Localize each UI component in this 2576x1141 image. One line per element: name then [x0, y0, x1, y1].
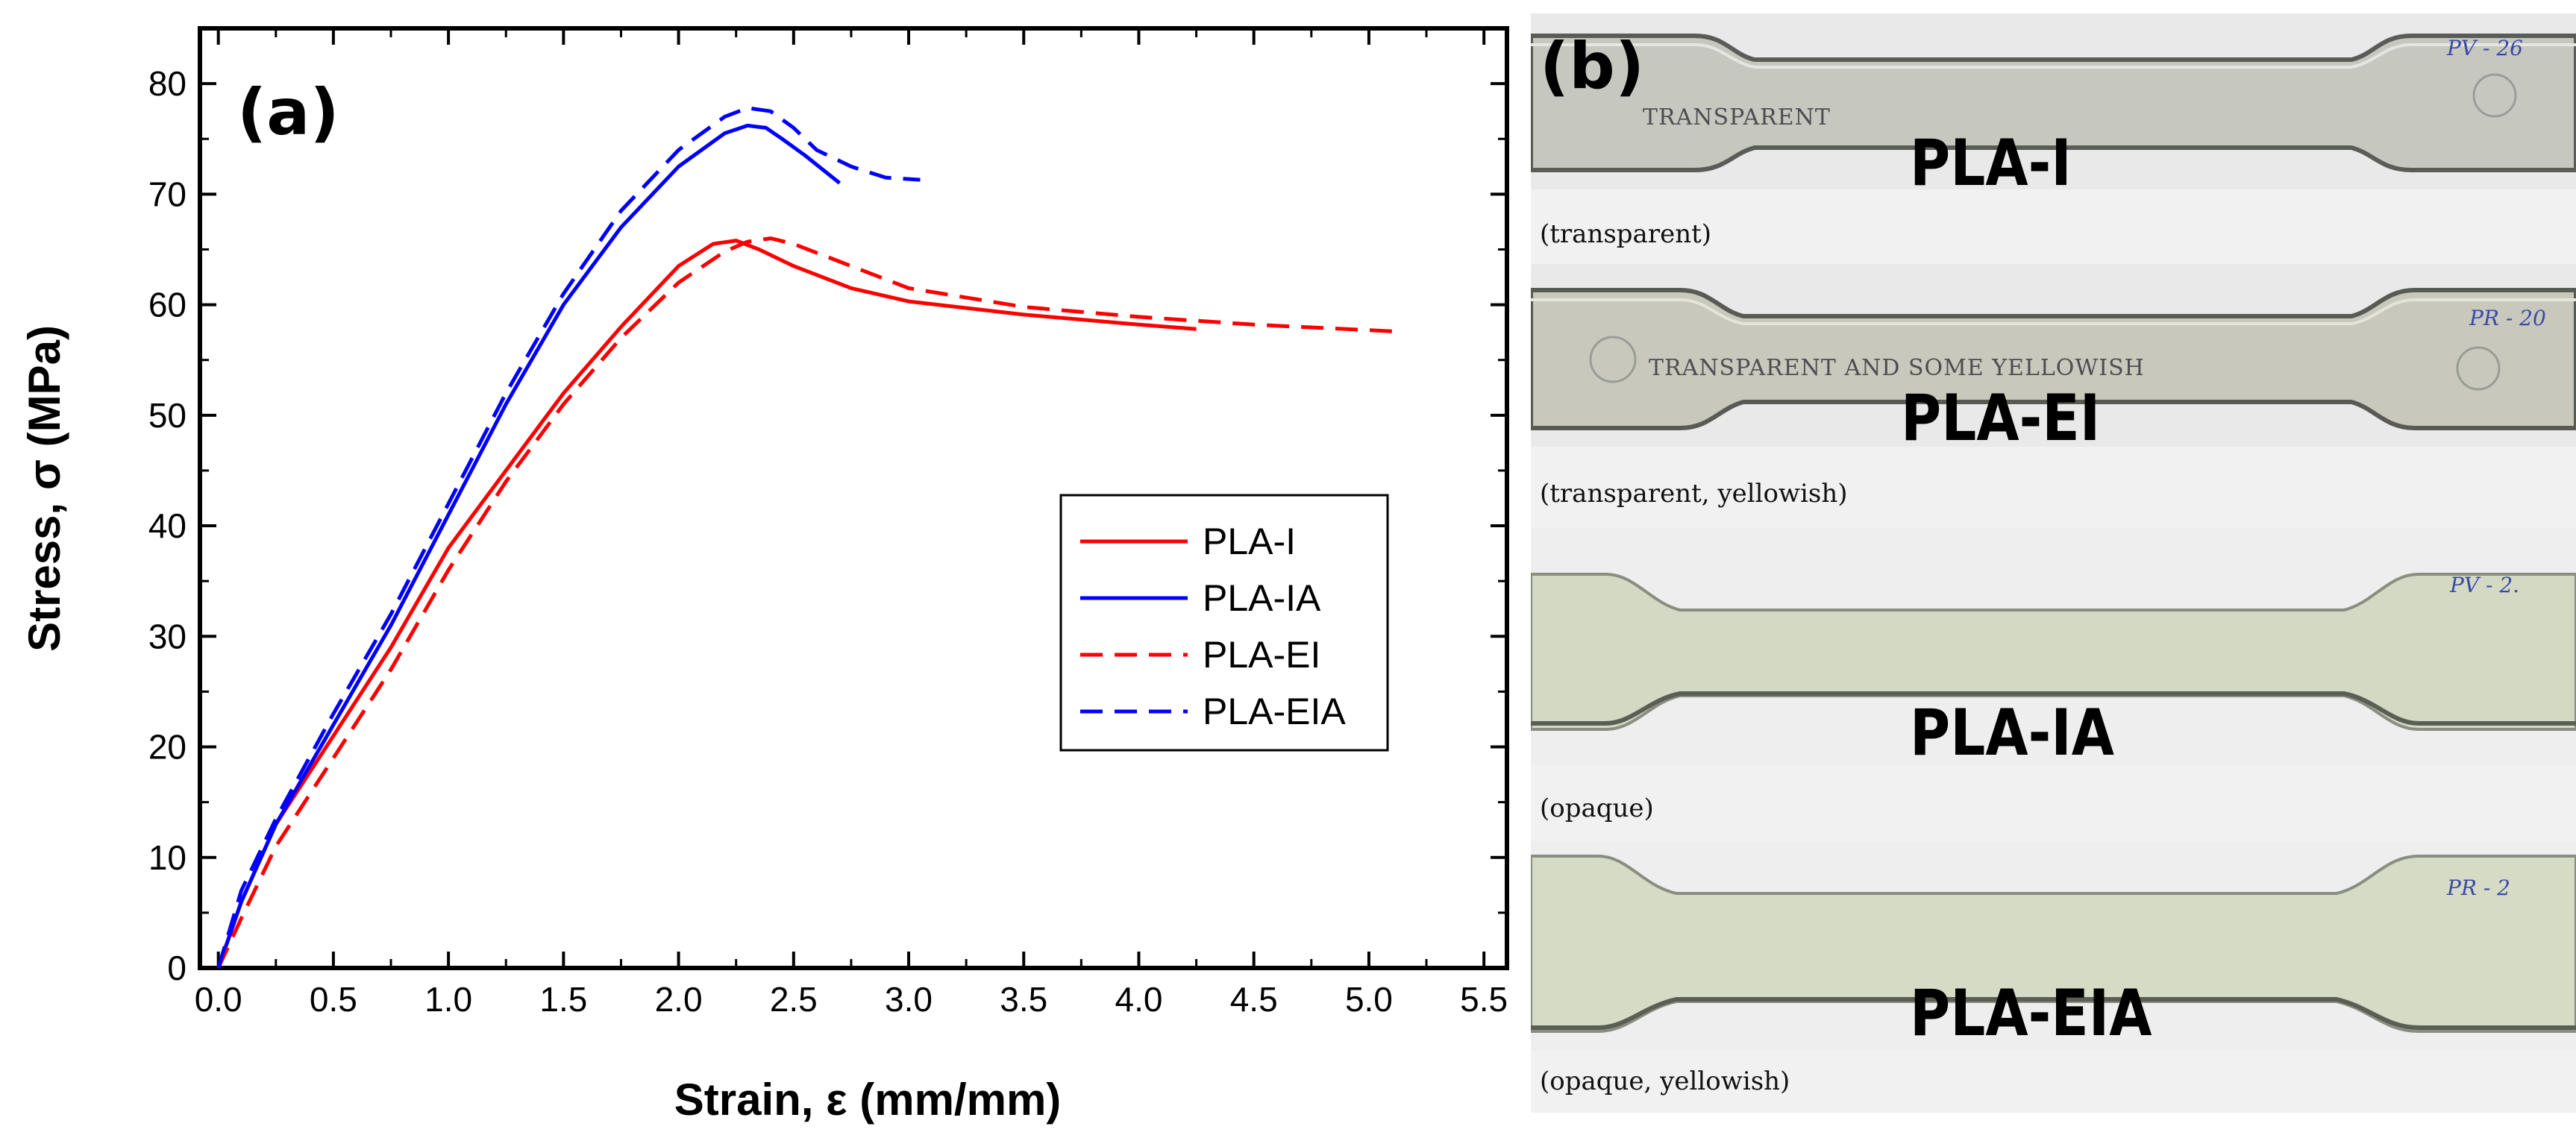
x-tick-label: 5.5: [1460, 980, 1508, 1019]
panel-b-label: (b): [1540, 29, 1645, 104]
specimen-surface-text: TRANSPARENT AND SOME YELLOWISH: [1649, 355, 2145, 381]
stress-strain-chart: 0.0 0.5 1.0 1.5 2.0 2.5 3.0 3.5 4.0 4.5 5.0 5.5 0 10 2…: [19, 26, 1509, 1125]
legend-entry: PLA-IA: [1203, 577, 1321, 619]
dogbone-specimen-image: [1531, 841, 2576, 1050]
y-tick-label: 50: [148, 396, 187, 435]
dogbone-specimen-image: [1531, 13, 2576, 189]
plot-frame: [198, 26, 1509, 970]
x-tick-label: 5.0: [1345, 980, 1393, 1019]
specimen-caption: (opaque, yellowish): [1540, 1066, 1790, 1096]
y-axis-label: Stress, σ (MPa): [19, 325, 69, 652]
x-tick-label: 0.5: [310, 980, 357, 1019]
x-tick-label: 4.0: [1115, 980, 1163, 1019]
specimen-caption: (transparent): [1540, 219, 1712, 249]
y-tick-label: 70: [148, 175, 187, 213]
specimen-label: PLA-IA: [1910, 696, 2115, 765]
series-line-pla-ei: [216, 236, 1392, 969]
panel-a-label: (a): [237, 75, 339, 150]
specimen-photos-panel: TRANSPARENT PV - 26 PLA-I (transparent) …: [1531, 13, 2576, 1113]
legend-entry: PLA-I: [1203, 521, 1296, 562]
y-tick-label: 10: [148, 838, 187, 877]
dogbone-specimen-image: [1531, 264, 2576, 447]
x-tick-label: 0.0: [195, 980, 242, 1019]
y-tick-label: 30: [148, 617, 187, 656]
specimen-photo-pla-i: TRANSPARENT PV - 26 PLA-I: [1531, 13, 2576, 189]
specimen-handwritten-mark: PV - 2.: [2450, 573, 2520, 597]
x-tick-label: 3.0: [885, 980, 933, 1019]
y-tick-label: 40: [148, 506, 187, 545]
legend-entry: PLA-EIA: [1203, 691, 1346, 732]
x-tick-label: 3.5: [1000, 980, 1047, 1019]
x-tick-label: 1.5: [539, 980, 587, 1019]
legend-box: [1059, 494, 1389, 752]
specimen-handwritten-mark: PR - 20: [2469, 306, 2546, 330]
specimen-handwritten-mark: PV - 26: [2447, 36, 2523, 60]
legend-entry: PLA-EI: [1203, 634, 1320, 676]
specimen-caption: (opaque): [1540, 793, 1654, 823]
y-tick-label: 0: [167, 949, 187, 987]
specimen-label: PLA-EIA: [1910, 976, 2152, 1050]
series-line-pla-ia: [216, 123, 842, 969]
specimen-label: PLA-I: [1910, 126, 2072, 189]
y-tick-label: 60: [148, 286, 187, 324]
specimen-caption: (transparent, yellowish): [1540, 479, 1848, 509]
y-tick-label: 80: [148, 64, 187, 103]
series-line-pla-i: [216, 239, 1197, 969]
x-tick-label: 4.5: [1230, 980, 1278, 1019]
x-tick-label: 2.5: [770, 980, 818, 1019]
specimen-surface-text: TRANSPARENT: [1643, 104, 1831, 131]
x-tick-label: 1.0: [424, 980, 472, 1019]
x-axis-label: Strain, ε (mm/mm): [674, 1075, 1062, 1125]
specimen-photo-pla-ei: TRANSPARENT AND SOME YELLOWISH PR - 20 P…: [1531, 264, 2576, 447]
x-tick-label: 2.0: [655, 980, 703, 1019]
specimen-label: PLA-EI: [1901, 381, 2101, 447]
series-line-pla-eia: [216, 106, 921, 969]
specimen-photo-pla-eia: PR - 2 PLA-EIA: [1531, 841, 2576, 1050]
specimen-photo-pla-ia: PV - 2. PLA-IA: [1531, 528, 2576, 765]
dogbone-specimen-image: [1531, 528, 2576, 765]
specimen-handwritten-mark: PR - 2: [2447, 876, 2510, 900]
y-tick-label: 20: [148, 728, 187, 767]
